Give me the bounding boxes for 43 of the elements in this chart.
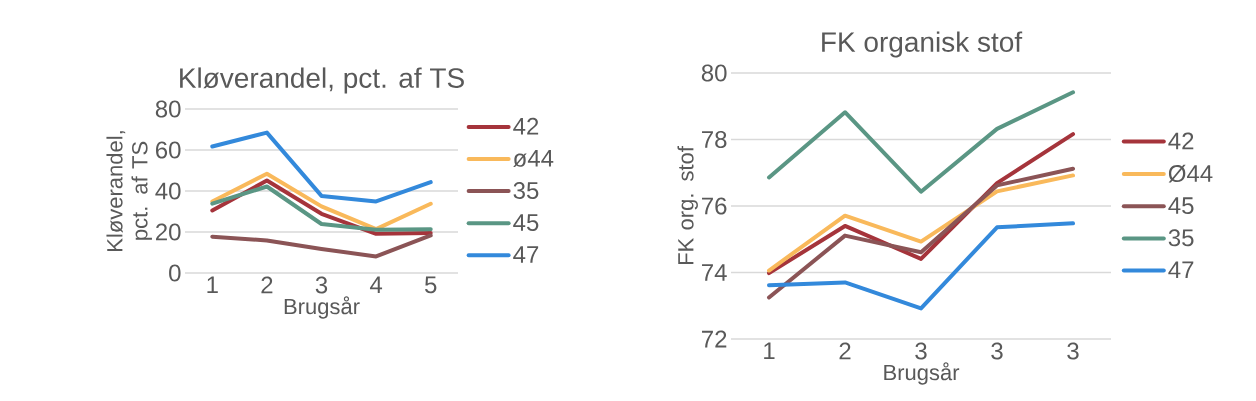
x-tick-label: 1 xyxy=(764,342,775,360)
x-tick-label: 3 xyxy=(991,342,1003,360)
y-tick-label: 20 xyxy=(155,223,181,241)
legend-label: Ø44 xyxy=(1168,164,1213,183)
line-series xyxy=(767,166,1076,300)
x-tick-label: 5 xyxy=(424,276,437,294)
x-axis-title: Brugsår xyxy=(884,362,960,385)
legend-label: 47 xyxy=(1168,261,1194,279)
legend-label: 35 xyxy=(1168,229,1194,247)
x-tick-label: 4 xyxy=(369,276,383,294)
line-series xyxy=(210,130,433,204)
legend-label: 42 xyxy=(1168,132,1194,150)
x-tick-label: 3 xyxy=(1067,342,1079,360)
x-axis-title: Brugsår xyxy=(284,296,360,319)
y-tick-label: 80 xyxy=(155,100,181,118)
x-tick-label: 2 xyxy=(839,342,851,360)
legend-label: 35 xyxy=(513,181,539,199)
y-tick-label: 0 xyxy=(169,264,181,282)
legend-label: 47 xyxy=(513,246,539,263)
line-series xyxy=(210,184,433,232)
chart-title: FK organisk stof xyxy=(822,31,1023,58)
y-axis-title: Kløverandel, pct. af TS xyxy=(106,131,152,251)
y-tick-label: 74 xyxy=(702,264,727,281)
x-tick-label: 3 xyxy=(915,342,927,360)
y-tick-label: 60 xyxy=(156,141,181,159)
legend-label: 42 xyxy=(513,117,539,135)
y-tick-label: 80 xyxy=(701,64,727,82)
y-tick-label: 40 xyxy=(155,182,181,200)
line-series xyxy=(767,173,1076,273)
legend-label: 45 xyxy=(1168,197,1194,215)
line-series xyxy=(210,233,433,259)
y-tick-label: 76 xyxy=(702,197,727,215)
legend-label: 45 xyxy=(513,214,539,231)
x-tick-label: 1 xyxy=(207,276,218,294)
line-series xyxy=(767,90,1076,194)
y-tick-label: 72 xyxy=(702,330,727,348)
chart-title: Kløverandel, pct. af TS xyxy=(180,67,464,94)
line-series xyxy=(767,221,1076,311)
legend-label: ø44 xyxy=(513,150,554,167)
x-tick-label: 3 xyxy=(315,276,328,294)
y-axis-title: FK org. stof xyxy=(677,146,698,265)
x-tick-label: 2 xyxy=(261,276,273,294)
y-tick-label: 78 xyxy=(702,131,727,148)
